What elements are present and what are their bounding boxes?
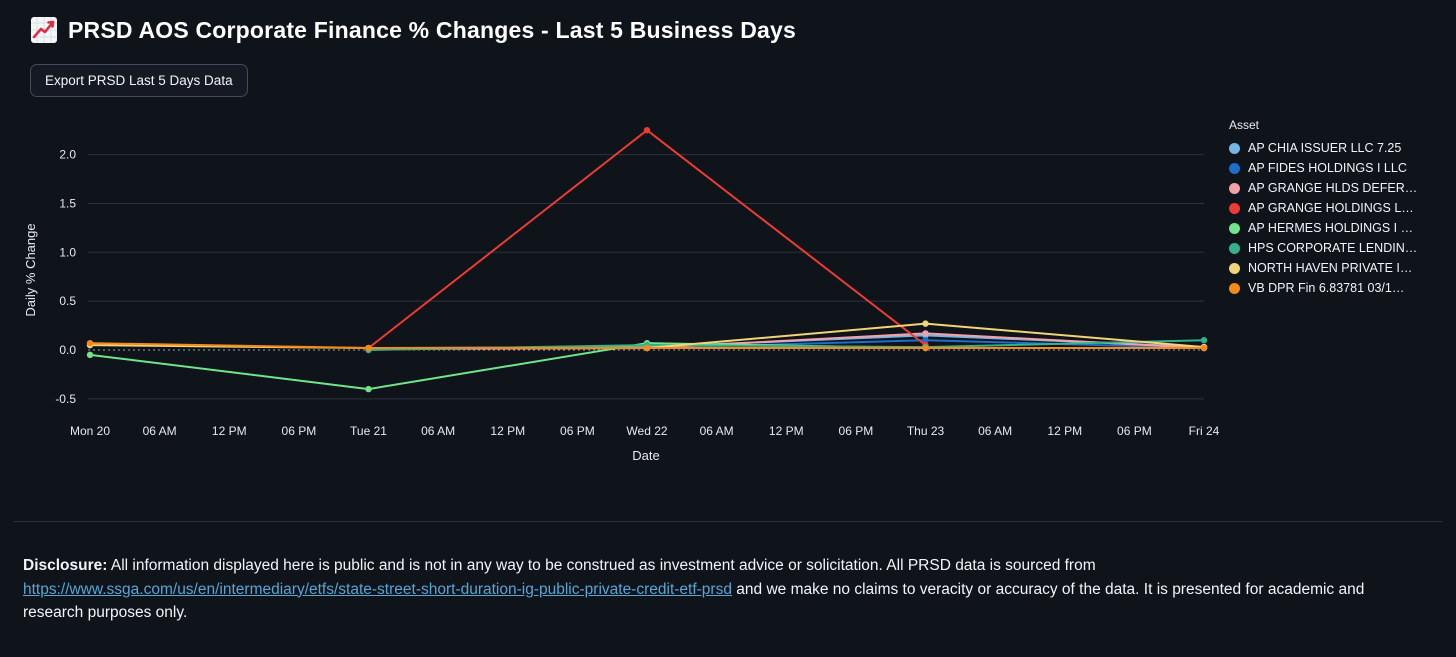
x-tick-label: Fri 24 [1189, 424, 1220, 438]
x-tick-label: 06 PM [560, 424, 595, 438]
legend-items: AP CHIA ISSUER LLC 7.25 AP FIDES HOLDINGS… [1229, 138, 1417, 298]
data-point [365, 385, 372, 393]
data-point [86, 351, 94, 359]
x-tick-label: Wed 22 [626, 424, 667, 438]
data-point [643, 344, 651, 352]
data-point [86, 339, 94, 347]
legend-title: Asset [1229, 118, 1260, 132]
legend-color-dot [1229, 202, 1240, 214]
legend-item-label: AP GRANGE HOLDINGS L… [1248, 201, 1414, 215]
x-tick-label: 06 PM [282, 424, 317, 438]
x-tick-label: Thu 23 [907, 424, 945, 438]
x-axis-title: Date [632, 448, 659, 463]
disclosure-label: Disclosure: [23, 557, 108, 574]
y-tick-label: 1.5 [59, 196, 76, 210]
y-tick-label: 1.0 [59, 245, 76, 259]
legend-item-label: AP HERMES HOLDINGS I … [1248, 221, 1414, 235]
chart-canvas[interactable]: 2.0 1.5 1.0 0.5 0.0 -0.5 Mon 20 06 AM 12 PM 06 PM… [0, 105, 1456, 475]
x-tick-label: Tue 21 [350, 424, 387, 438]
legend-item[interactable]: VB DPR Fin 6.83781 03/1… [1229, 278, 1404, 298]
legend-color-dot [1229, 282, 1240, 294]
legend-color-dot [1229, 262, 1240, 274]
chart-increasing-icon [30, 16, 58, 44]
legend-item-label: AP CHIA ISSUER LLC 7.25 [1248, 141, 1402, 155]
x-tick-label: 12 PM [1047, 424, 1082, 438]
x-tick-label: 06 AM [700, 424, 734, 438]
chart-legend: Asset AP CHIA ISSUER LLC 7.25 AP FIDES HO… [1229, 118, 1417, 298]
legend-color-dot [1229, 242, 1240, 254]
y-axis-title: Daily % Change [23, 223, 38, 316]
x-tick-label: 12 PM [769, 424, 804, 438]
legend-color-dot [1229, 162, 1240, 174]
y-tick-label: 0.0 [59, 343, 76, 357]
legend-color-dot [1229, 142, 1240, 154]
x-tick-label: 06 PM [1117, 424, 1152, 438]
page-title: PRSD AOS Corporate Finance % Changes - L… [68, 16, 796, 43]
legend-item[interactable]: AP HERMES HOLDINGS I … [1229, 218, 1413, 238]
data-point [922, 330, 929, 337]
data-point [922, 320, 929, 327]
disclosure-body-1: All information displayed here is public… [107, 557, 1096, 574]
data-point [365, 344, 372, 352]
legend-item-label: HPS CORPORATE LENDIN… [1248, 241, 1418, 255]
legend-item-label: NORTH HAVEN PRIVATE I… [1248, 261, 1413, 275]
legend-item[interactable]: AP GRANGE HOLDINGS L… [1229, 198, 1414, 218]
x-tick-label: 06 AM [143, 424, 177, 438]
disclosure-body-2: and we make no claims to veracity or acc… [23, 580, 1365, 622]
legend-item[interactable]: NORTH HAVEN PRIVATE I… [1229, 258, 1412, 278]
legend-item[interactable]: AP GRANGE HLDS DEFER… [1229, 178, 1417, 198]
x-tick-label: 06 AM [978, 424, 1012, 438]
y-tick-label: 0.5 [59, 294, 76, 308]
x-tick-label: 12 PM [212, 424, 247, 438]
legend-item-label: VB DPR Fin 6.83781 03/1… [1248, 281, 1405, 295]
disclosure-text: Disclosure: All information displayed he… [23, 554, 1383, 625]
data-point [922, 344, 929, 352]
data-point [1200, 344, 1208, 352]
legend-item-label: AP GRANGE HLDS DEFER… [1248, 181, 1418, 195]
series-line [367, 129, 927, 350]
y-tick-label: 2.0 [59, 148, 76, 162]
data-point [643, 126, 651, 134]
x-tick-label: 12 PM [490, 424, 525, 438]
data-point [922, 337, 929, 344]
export-button[interactable]: Export PRSD Last 5 Days Data [30, 64, 248, 97]
page-header: PRSD AOS Corporate Finance % Changes - L… [30, 16, 796, 44]
data-point [1200, 337, 1208, 344]
legend-color-dot [1229, 222, 1240, 234]
section-divider [14, 521, 1442, 522]
legend-color-dot [1229, 182, 1240, 194]
y-tick-label: -0.5 [55, 392, 76, 406]
legend-item[interactable]: AP FIDES HOLDINGS I LLC [1229, 158, 1407, 178]
legend-item[interactable]: HPS CORPORATE LENDIN… [1229, 238, 1417, 258]
x-tick-label: 06 PM [839, 424, 874, 438]
x-tick-label: 06 AM [421, 424, 455, 438]
legend-item-label: AP FIDES HOLDINGS I LLC [1248, 161, 1407, 175]
disclosure-link[interactable]: https://www.ssga.com/us/en/intermediary/… [23, 580, 732, 598]
legend-item[interactable]: AP CHIA ISSUER LLC 7.25 [1229, 138, 1402, 158]
x-tick-label: Mon 20 [70, 424, 110, 438]
